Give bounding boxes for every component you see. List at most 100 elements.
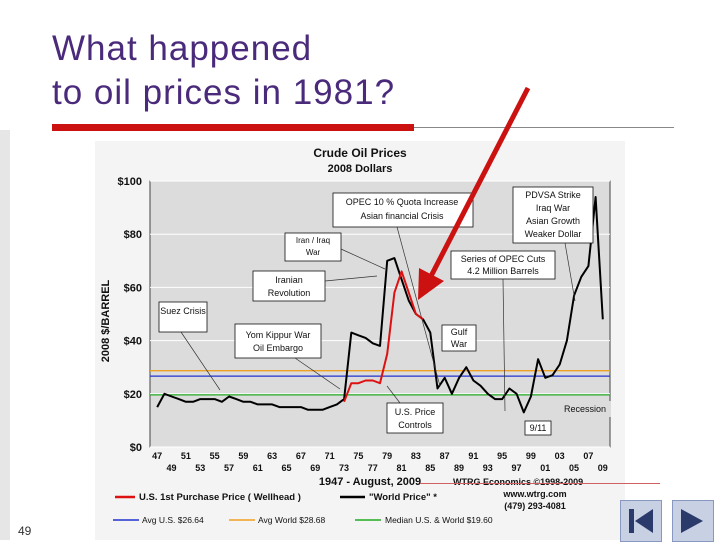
x-tick-label: 73 — [339, 463, 349, 473]
x-tick-label: 97 — [512, 463, 522, 473]
legend-label-us: U.S. 1st Purchase Price ( Wellhead ) — [139, 492, 301, 503]
highlight-arrow-shaft — [425, 86, 531, 284]
annotation-iranian-2: Revolution — [268, 288, 311, 298]
annotation-gulf-2: War — [451, 339, 467, 349]
legend-label-avg-world: Avg World $28.68 — [258, 515, 326, 525]
annotation-gulf-1: Gulf — [451, 327, 468, 337]
previous-slide-button[interactable] — [620, 500, 662, 542]
series-line — [343, 270, 424, 403]
annotation-box-us-controls — [386, 402, 444, 434]
x-tick-label: 91 — [468, 451, 478, 461]
credit-text: WTRG Economics ©1998-2009 — [453, 477, 583, 487]
y-tick-labels: $0 $20 $40 $60 $80 $100 — [118, 176, 142, 454]
annotation-box-suez — [158, 301, 208, 333]
annotation-box-opec-cuts — [450, 250, 556, 280]
x-tick-label: 89 — [454, 463, 464, 473]
annotation-pdvsa-3: Asian Growth — [526, 216, 580, 226]
annotation-iranian-1: Iranian — [275, 275, 303, 285]
annotation-box-911 — [524, 420, 552, 436]
annotation-box-opec-quota — [332, 192, 474, 228]
crude-oil-chart: $0 $20 $40 $60 $80 $100 47 51 55 59 63 67 71 75 79 83 8… — [95, 141, 625, 540]
credit-web: www.wtrg.com — [502, 489, 566, 499]
x-tick-label: 57 — [224, 463, 234, 473]
x-tick-label: 67 — [296, 451, 306, 461]
x-tick-label: 53 — [195, 463, 205, 473]
annotation-us-controls-2: Controls — [398, 420, 432, 430]
grid-lines — [150, 180, 610, 448]
x-tick-label: 55 — [210, 451, 220, 461]
left-decor-bar — [0, 130, 10, 540]
y-tick-label: $100 — [118, 176, 142, 188]
x-tick-label: 87 — [440, 451, 450, 461]
y-tick-label: $0 — [130, 442, 142, 454]
reference-lines — [150, 370, 610, 396]
annotation-pdvsa-4: Weaker Dollar — [525, 229, 582, 239]
chart-title: Crude Oil Prices — [313, 146, 407, 160]
previous-arrow-icon — [629, 509, 653, 533]
x-tick-labels: 47 51 55 59 63 67 71 75 79 83 87 91 95 99 03 07 49 53 57 61… — [152, 451, 608, 473]
page-number: 49 — [18, 524, 32, 538]
x-axis-label: 1947 - August, 2009 — [319, 476, 421, 488]
annotation-opec-quota-1: OPEC 10 % Quota Increase — [346, 197, 459, 207]
annotation-box-recession — [555, 401, 611, 417]
legend-label-avg-us: Avg U.S. $26.64 — [142, 515, 204, 525]
annotation-box-iranian — [252, 270, 326, 302]
y-tick-label: $80 — [124, 229, 142, 241]
x-tick-label: 83 — [411, 451, 421, 461]
legend-label-world: "World Price" * — [369, 492, 437, 503]
x-tick-label: 01 — [540, 463, 550, 473]
x-tick-label: 63 — [267, 451, 277, 461]
footer-rule — [420, 483, 660, 484]
series-line — [156, 196, 604, 414]
x-tick-label: 95 — [497, 451, 507, 461]
annotation-pdvsa-2: Iraq War — [536, 203, 570, 213]
highlight-arrow-head — [418, 268, 444, 300]
annotation-box-gulf — [441, 324, 477, 352]
annotation-pdvsa-1: PDVSA Strike — [525, 190, 581, 200]
chart-subtitle: 2008 Dollars — [328, 163, 393, 175]
x-tick-label: 49 — [167, 463, 177, 473]
annotation-us-controls-1: U.S. Price — [395, 407, 436, 417]
x-tick-label: 05 — [569, 463, 579, 473]
x-tick-label: 77 — [368, 463, 378, 473]
slide-title-line1: What happened — [52, 29, 313, 68]
x-tick-label: 65 — [282, 463, 292, 473]
x-tick-label: 09 — [598, 463, 608, 473]
y-axis-label: 2008 $/BARREL — [100, 279, 112, 362]
x-tick-label: 93 — [483, 463, 493, 473]
annotation-recession: Recession — [564, 404, 606, 414]
x-tick-label: 81 — [397, 463, 407, 473]
slide-title-line2: to oil prices in 1981? — [52, 73, 396, 112]
legend-label-median: Median U.S. & World $19.60 — [385, 515, 493, 525]
x-tick-label: 47 — [152, 451, 162, 461]
x-tick-label: 69 — [310, 463, 320, 473]
x-tick-label: 51 — [181, 451, 191, 461]
x-tick-label: 79 — [382, 451, 392, 461]
title-underline-red — [52, 124, 414, 131]
next-slide-button[interactable] — [672, 500, 714, 542]
x-tick-label: 03 — [555, 451, 565, 461]
annotation-iran-iraq-1: Iran / Iraq — [296, 236, 330, 245]
x-tick-label: 71 — [325, 451, 335, 461]
annotation-911: 9/11 — [530, 423, 547, 433]
legend: U.S. 1st Purchase Price ( Wellhead ) "Wo… — [113, 492, 493, 525]
x-tick-label: 99 — [526, 451, 536, 461]
annotation-box-yom-kippur — [234, 323, 322, 359]
annotation-yom-kippur-2: Oil Embargo — [253, 343, 303, 353]
x-tick-label: 07 — [583, 451, 593, 461]
x-tick-label: 61 — [253, 463, 263, 473]
credit-phone: (479) 293-4081 — [504, 501, 566, 511]
annotation-opec-quota-2: Asian financial Crisis — [360, 211, 444, 221]
annotation-iran-iraq-2: War — [306, 248, 321, 257]
next-arrow-icon — [681, 509, 703, 533]
annotation-opec-cuts-1: Series of OPEC Cuts — [461, 254, 546, 264]
annotation-box-iran-iraq — [284, 232, 342, 262]
annotation-box-pdvsa — [512, 186, 594, 244]
y-tick-label: $60 — [124, 282, 142, 294]
x-tick-label: 75 — [353, 451, 363, 461]
y-tick-label: $40 — [124, 336, 142, 348]
series-lines — [156, 196, 604, 414]
title-underline-grey — [414, 127, 674, 128]
annotations: Suez Crisis Yom Kippur War Oil Embargo I… — [158, 186, 611, 436]
